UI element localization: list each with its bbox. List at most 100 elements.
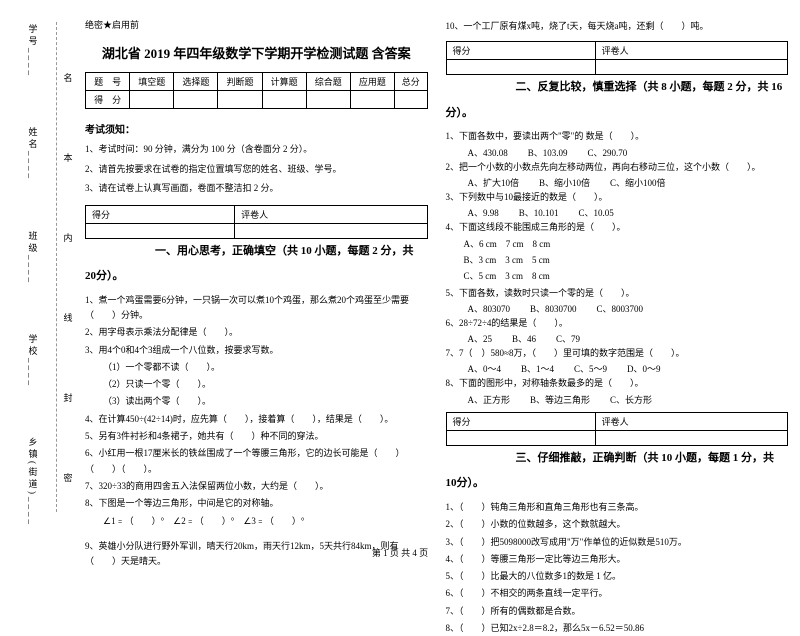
score-cell[interactable] [306,91,350,109]
judge-q: 1、（ ）钝角三角形和直角三角形也有三条高。 [446,500,789,515]
seal-char: 本 [63,151,72,164]
margin-label: 学校____ [27,334,40,388]
grader-table: 得分评卷人 [446,41,789,75]
score-cell[interactable] [350,91,394,109]
mc-options: A、430.08 B、103.09 C、290.70 [446,146,789,159]
mc-option[interactable]: B、46 [512,332,536,345]
left-column: 绝密★启用前 湖北省 2019 年四年级数学下学期开学检测试题 含答案 题 号 … [85,18,428,557]
table-row: 题 号 填空题 选择题 判断题 计算题 综合题 应用题 总分 [86,73,428,91]
mc-option[interactable]: C、290.70 [588,146,628,159]
mc-stem: 5、下面各数，读数时只读一个零的是（ ）。 [446,286,789,301]
section2-title: 二、反复比较，慎重选择（共 8 小题，每题 2 分，共 16 [446,79,789,97]
seal-char: 内 [63,231,72,244]
mc-option[interactable]: C、长方形 [610,393,652,406]
dashed-divider [56,22,57,512]
mc-stem: 2、把一个小数的小数点先向左移动两位，再向右移动三位，这个小数（ ）。 [446,160,789,175]
score-cell[interactable] [262,91,306,109]
judge-q: 8、（ ）已知2x÷2.8＝8.2，那么5x－6.52＝50.86 [446,621,789,636]
section1-title-cont: 20分）。 [85,268,428,286]
mc-option[interactable]: A、803070 [468,302,511,315]
page: 学号____ 姓名____ 班级____ 学校____ 乡镇(街道)____ 名… [0,0,800,565]
mc-option[interactable]: A、扩大10倍 [468,176,520,189]
mc-option[interactable]: A、25 [468,332,493,345]
mc-option[interactable]: C、5 cm 3 cm 8 cm [446,269,789,284]
mc-option[interactable]: B、等边三角形 [530,393,590,406]
question: 7、320÷33的商用四舍五入法保留两位小数，大约是（ ）。 [85,479,428,494]
mc-option[interactable]: B、8030700 [530,302,577,315]
header-cell: 判断题 [218,73,262,91]
mini-cell: 评卷人 [595,412,787,430]
question-sub: （2）只读一个零（ ）。 [85,377,428,392]
section2-title-cont: 分）。 [446,105,789,123]
mini-cell[interactable] [235,223,427,238]
mc-option[interactable]: B、缩小10倍 [539,176,590,189]
mini-cell[interactable] [86,223,235,238]
header-cell: 综合题 [306,73,350,91]
judge-q: 6、（ ）不相交的两条直线一定平行。 [446,586,789,601]
mc-options: A、25 B、46 C、79 [446,332,789,345]
mc-options: A、6 cm 7 cm 8 cmB、3 cm 3 cm 5 cmC、5 cm 3… [446,237,789,285]
question: 4、在计算450÷(42÷14)时，应先算（ ），接着算（ ），结果是（ ）。 [85,412,428,427]
content-area: 绝密★启用前 湖北省 2019 年四年级数学下学期开学检测试题 含答案 题 号 … [77,18,788,557]
judge-q: 7、（ ）所有的偶数都是合数。 [446,604,789,619]
mc-option[interactable]: A、6 cm 7 cm 8 cm [446,237,789,252]
header-cell: 计算题 [262,73,306,91]
question: 2、用字母表示乘法分配律是（ ）。 [85,325,428,340]
question-angles: ∠1﹦（ ）° ∠2﹦（ ）° ∠3﹦（ ）° [85,514,428,529]
mc-option[interactable]: C、8003700 [597,302,644,315]
mc-option[interactable]: C、缩小100倍 [610,176,666,189]
mini-cell: 评卷人 [235,205,427,223]
question-sub: （3）读出两个零（ ）。 [85,394,428,409]
notice-item: 3、请在试卷上认真写画面，卷面不整洁扣 2 分。 [85,182,428,196]
score-cell[interactable] [218,91,262,109]
seal-char: 名 [63,71,72,84]
mc-options: A、正方形 B、等边三角形 C、长方形 [446,393,789,406]
mini-cell: 得分 [446,412,595,430]
judge-q: 2、（ ）小数的位数越多，这个数就越大。 [446,517,789,532]
header-cell: 题 号 [86,73,130,91]
mc-option[interactable]: B、1～4 [521,362,554,375]
mc-option[interactable]: B、103.09 [528,146,568,159]
mc-option[interactable]: C、79 [556,332,580,345]
mc-option[interactable]: D、0～9 [627,362,661,375]
question: 10、一个工厂原有煤x吨，烧了t天，每天烧a吨，还剩（ ）吨。 [446,19,789,34]
mc-stem: 1、下面各数中，要读出两个"零"的 数是（ ）。 [446,129,789,144]
mc-option[interactable]: A、正方形 [468,393,511,406]
question: 3、用4个0和4个3组成一个八位数，按要求写数。 [85,343,428,358]
mc-option[interactable]: C、10.05 [579,206,614,219]
mc-option[interactable]: B、10.101 [519,206,559,219]
mc-stem: 8、下面的图形中，对称轴条数最多的是（ ）。 [446,376,789,391]
section2-text: 二、反复比较，慎重选择（共 8 小题，每题 2 分，共 16 [516,81,783,93]
seal-char: 线 [63,311,72,324]
mc-option[interactable]: A、9.98 [468,206,499,219]
page-footer: 第 1 页 共 4 页 [0,546,800,559]
margin-label: 乡镇(街道)____ [27,437,40,527]
score-cell[interactable] [130,91,174,109]
mini-cell[interactable] [595,430,787,445]
mc-option[interactable]: C、5～9 [574,362,607,375]
right-column: 10、一个工厂原有煤x吨，烧了t天，每天烧a吨，还剩（ ）吨。 得分评卷人 二、… [446,18,789,557]
table-row: 得 分 [86,91,428,109]
mc-option[interactable]: A、430.08 [468,146,508,159]
margin-label: 班级____ [27,231,40,285]
notice-item: 1、考试时间：90 分钟，满分为 100 分（含卷面分 2 分）。 [85,143,428,157]
mini-cell[interactable] [446,60,595,75]
mini-cell[interactable] [595,60,787,75]
mini-cell[interactable] [446,430,595,445]
margin-label: 姓名____ [27,127,40,181]
header-cell: 选择题 [174,73,218,91]
mc-option[interactable]: A、0～4 [468,362,502,375]
mc-option[interactable]: B、3 cm 3 cm 5 cm [446,253,789,268]
score-cell[interactable] [174,91,218,109]
question: 8、下图是一个等边三角形，中间是它的对称轴。 [85,496,428,511]
score-cell[interactable] [394,91,427,109]
section1-text: 一、用心思考，正确填空（共 10 小题，每题 2 分，共 [155,245,414,257]
seal-line-column: 名 本 内 线 封 密 [59,18,77,557]
header-cell: 应用题 [350,73,394,91]
seal-char: 封 [63,391,72,404]
judge-q: 5、（ ）比最大的八位数多1的数是 1 亿。 [446,569,789,584]
score-table: 题 号 填空题 选择题 判断题 计算题 综合题 应用题 总分 得 分 [85,72,428,109]
section3-text: 三、仔细推敲，正确判断（共 10 小题，每题 1 分，共 [516,452,775,464]
question: 5、另有3件衬衫和4条裙子，她共有（ ）种不同的穿法。 [85,429,428,444]
mc-stem: 6、28÷72÷4的结果是（ ）。 [446,316,789,331]
